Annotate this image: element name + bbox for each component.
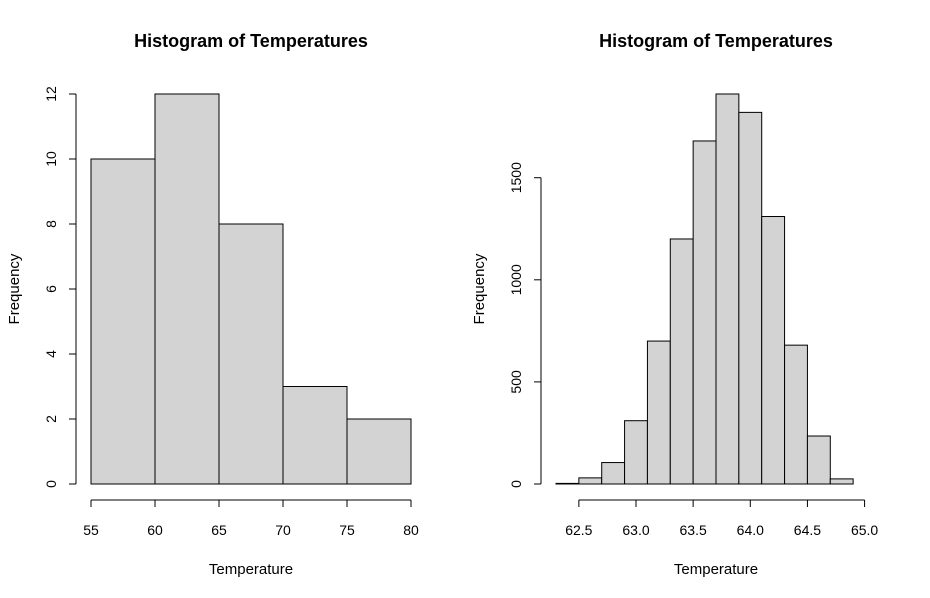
left-histogram-panel: Histogram of Temperatures 55 60 65 70 75 80 0… — [6, 31, 419, 578]
left-y-tick-label: 12 — [43, 86, 59, 102]
left-y-tick-label: 0 — [43, 480, 59, 488]
right-bar-11 — [806, 435, 831, 485]
right-x-tick-label: 65.0 — [851, 522, 878, 538]
left-x-tick-label: 55 — [83, 522, 99, 538]
right-bar-6 — [692, 140, 717, 485]
right-y-tick-label: 1500 — [508, 162, 524, 193]
right-bars — [555, 93, 854, 485]
left-y-tick-label: 10 — [43, 151, 59, 167]
right-x-tick-label: 62.5 — [565, 522, 592, 538]
left-bar-2 — [218, 223, 284, 485]
left-y-axis: 0 2 4 6 8 10 12 — [43, 86, 77, 488]
right-histogram-panel: Histogram of Temperatures 62.5 63.0 63.5 64… — [471, 31, 878, 578]
right-x-tick-label: 63.5 — [680, 522, 707, 538]
right-bar-12 — [829, 478, 854, 485]
right-bar-2 — [601, 462, 626, 485]
left-x-axis: 55 60 65 70 75 80 — [83, 499, 419, 538]
left-x-tick-label: 60 — [147, 522, 163, 538]
right-y-axis: 0 500 1000 1500 — [508, 162, 542, 488]
right-x-tick-label: 64.5 — [794, 522, 821, 538]
left-bars — [90, 93, 412, 485]
left-y-tick-label: 2 — [43, 415, 59, 423]
left-x-tick-label: 75 — [339, 522, 355, 538]
right-bar-9 — [761, 216, 786, 485]
right-x-tick-label: 63.0 — [622, 522, 649, 538]
right-x-tick-label: 64.0 — [737, 522, 764, 538]
left-bar-1 — [154, 93, 220, 485]
left-chart-title: Histogram of Temperatures — [134, 31, 368, 51]
left-y-tick-label: 6 — [43, 285, 59, 293]
right-y-tick-label: 500 — [508, 370, 524, 394]
right-y-tick-label: 1000 — [508, 264, 524, 295]
left-x-tick-label: 70 — [275, 522, 291, 538]
right-y-axis-label: Frequency — [471, 253, 488, 324]
right-bar-5 — [669, 238, 694, 485]
left-x-tick-label: 65 — [211, 522, 227, 538]
left-x-tick-label: 80 — [403, 522, 419, 538]
left-y-tick-label: 8 — [43, 220, 59, 228]
left-bar-0 — [90, 158, 156, 485]
left-y-axis-label: Frequency — [6, 253, 23, 324]
right-bar-0 — [555, 482, 580, 485]
right-bar-10 — [784, 344, 808, 485]
right-x-axis-label: Temperature — [674, 561, 758, 578]
right-y-tick-label: 0 — [508, 480, 524, 488]
right-bar-4 — [646, 340, 671, 485]
right-bar-8 — [738, 111, 763, 485]
right-bar-3 — [624, 420, 648, 485]
right-chart-title: Histogram of Temperatures — [599, 31, 833, 51]
right-x-axis: 62.5 63.0 63.5 64.0 64.5 65.0 — [565, 499, 878, 538]
left-bar-3 — [282, 386, 348, 485]
left-bar-4 — [346, 418, 412, 485]
right-bar-7 — [715, 93, 740, 485]
left-y-tick-label: 4 — [43, 350, 59, 358]
right-bar-1 — [578, 477, 603, 485]
left-x-axis-label: Temperature — [209, 561, 293, 578]
